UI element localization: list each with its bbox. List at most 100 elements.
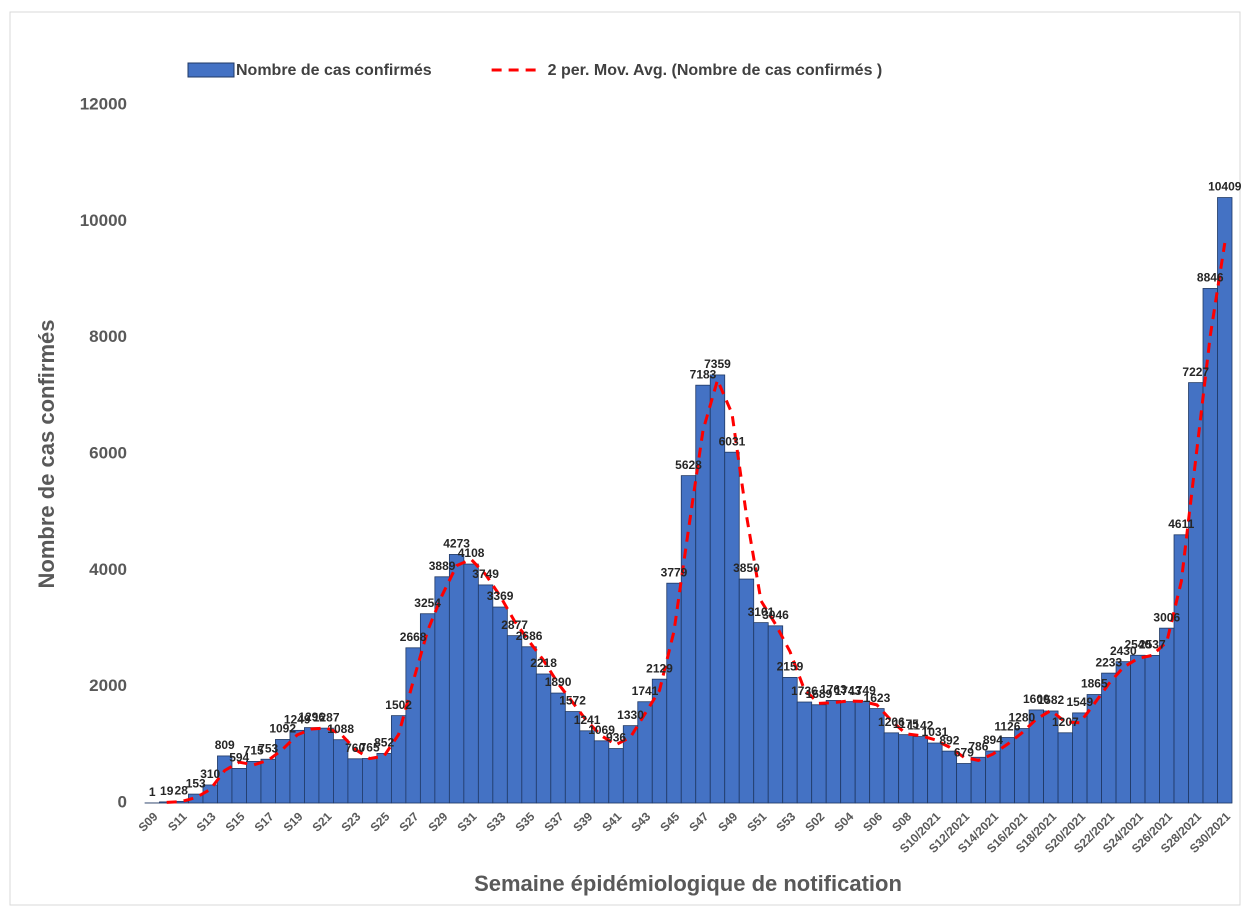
data-label: 809 [215, 738, 235, 752]
bar [608, 748, 624, 804]
data-label: 2537 [1139, 638, 1166, 652]
data-label: 1280 [1008, 711, 1035, 725]
bar [825, 700, 842, 804]
bar [289, 729, 305, 804]
x-tick-label: S21 [310, 809, 335, 834]
bar [535, 673, 552, 804]
data-label: 1 [149, 785, 156, 799]
bar [304, 727, 320, 804]
y-tick-label: 12000 [80, 94, 127, 113]
bar [970, 756, 987, 804]
x-tick-label: S17 [252, 809, 277, 834]
data-label: 1600 [1023, 692, 1050, 706]
data-label: 1092 [269, 722, 296, 736]
data-label: 2686 [516, 629, 543, 643]
data-label: 1689 [806, 687, 833, 701]
x-tick-label: S25 [368, 809, 393, 834]
x-tick-label: S29 [425, 809, 450, 834]
bar [811, 704, 827, 804]
data-label: 1241 [574, 713, 601, 727]
x-tick-label: S37 [541, 809, 566, 834]
bar [1101, 672, 1117, 804]
bar [840, 701, 856, 804]
data-label: 1249 [284, 713, 311, 727]
data-label: 6031 [719, 434, 746, 448]
x-tick-label: S04 [831, 809, 856, 834]
data-label: 936 [606, 731, 626, 745]
bar [260, 758, 276, 804]
bar [985, 750, 1001, 804]
data-label: 1743 [835, 684, 862, 698]
bar [448, 554, 465, 804]
bar [956, 763, 972, 804]
data-label: 1069 [588, 723, 615, 737]
legend-label: Nombre de cas confirmés [236, 62, 432, 79]
data-label: 892 [939, 733, 959, 747]
data-label: 594 [229, 751, 249, 765]
data-label: 753 [258, 741, 278, 755]
data-label: 7227 [1182, 365, 1209, 379]
data-label: 1865 [1081, 677, 1108, 691]
data-label: 1207 [1052, 715, 1079, 729]
bar [753, 622, 769, 804]
data-label: 2129 [646, 661, 673, 675]
y-axis-title: Nombre de cas confirmés [34, 320, 59, 589]
data-label: 1736 [791, 684, 818, 698]
bar [376, 753, 392, 804]
bar [695, 384, 711, 804]
x-tick-label: S13 [194, 809, 219, 834]
data-label: 894 [983, 733, 1003, 747]
data-label: 1330 [617, 708, 644, 722]
data-label: 3369 [487, 589, 514, 603]
y-tick-label: 10000 [80, 211, 127, 230]
bar [463, 563, 479, 804]
x-tick-label: S39 [570, 809, 595, 834]
data-label: 2218 [530, 656, 557, 670]
data-label: 1890 [545, 675, 572, 689]
data-label: 852 [374, 736, 394, 750]
x-tick-label: S41 [599, 809, 624, 834]
bar [898, 734, 914, 804]
data-label: 760 [345, 741, 365, 755]
y-tick-label: 0 [118, 792, 127, 811]
data-label: 1088 [327, 722, 354, 736]
x-tick-label: S08 [889, 809, 914, 834]
y-tick-label: 4000 [89, 560, 127, 579]
bar [347, 758, 363, 804]
bar [593, 740, 610, 804]
bar [796, 701, 813, 804]
data-label: 3749 [472, 567, 499, 581]
x-tick-label: S02 [802, 809, 827, 834]
y-tick-label: 2000 [89, 676, 127, 695]
data-label: 2668 [400, 630, 427, 644]
data-label: 1741 [632, 684, 659, 698]
data-label: 765 [360, 741, 380, 755]
x-tick-label: S49 [715, 809, 740, 834]
x-tick-label: S51 [744, 809, 769, 834]
data-label: 1582 [1037, 693, 1064, 707]
bar [550, 692, 566, 804]
data-label: 1549 [1066, 695, 1093, 709]
moving-average-line [166, 242, 1227, 804]
bar [912, 736, 929, 804]
data-label: 7359 [704, 357, 731, 371]
bar [405, 647, 421, 804]
bar [883, 732, 900, 804]
x-tick-label: S06 [860, 809, 885, 834]
bar [927, 742, 943, 804]
bar [231, 768, 247, 804]
x-tick-label: S47 [686, 809, 711, 834]
legend-swatch [187, 62, 235, 78]
bar [1173, 534, 1189, 804]
x-tick-label: S35 [512, 809, 537, 834]
data-label: 3850 [733, 561, 760, 575]
x-tick-label: S43 [628, 809, 653, 834]
data-label: 3779 [661, 565, 688, 579]
bar [1188, 382, 1204, 804]
x-tick-label: S53 [773, 809, 798, 834]
bar [1217, 197, 1233, 804]
bar [390, 715, 407, 804]
bar [361, 758, 378, 804]
bar [521, 646, 537, 804]
